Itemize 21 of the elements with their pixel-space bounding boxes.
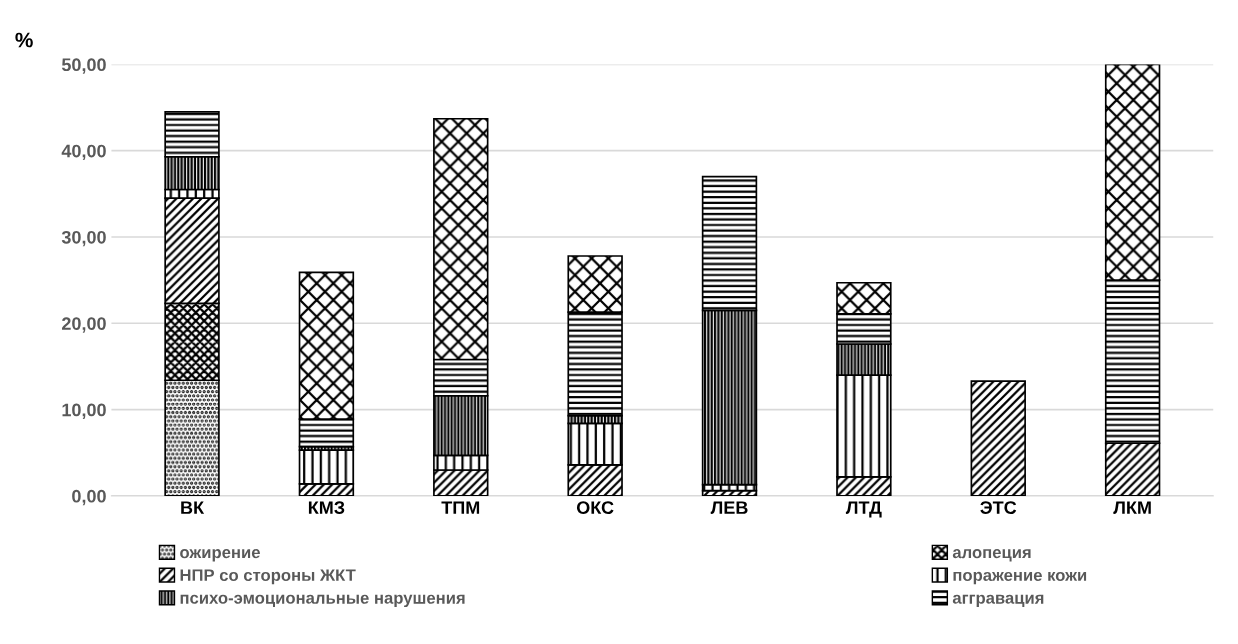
y-tick-label: 30,00 [61, 230, 106, 247]
legend-label: алопеция [952, 549, 1031, 562]
x-tick-label: ЛКМ [1113, 501, 1151, 514]
legend-label: НПР со стороны ЖКТ [180, 569, 356, 585]
y-tick-label: 40,00 [61, 144, 106, 161]
y-tick-label: 10,00 [62, 403, 106, 419]
x-tick-label: ТПМ [441, 501, 480, 514]
x-tick-label: ЛТД [845, 501, 882, 518]
y-tick-label: 0,00 [72, 489, 106, 506]
legend-label: психо-эмоциональные нарушения [180, 594, 465, 608]
y-tick-label: 20,00 [62, 317, 106, 333]
x-tick-label: КМЗ [308, 501, 345, 514]
legend-label: поражение кожи [953, 571, 1087, 585]
x-tick-label: ОКС [576, 501, 614, 514]
x-tick-label: ВК [181, 501, 205, 514]
x-tick-label: ЛЕВ [710, 501, 748, 514]
legend-label: аггравация [952, 594, 1044, 608]
legend-label: ожирение [180, 549, 260, 562]
y-axis-title: % [15, 32, 33, 48]
x-tick-label: ЭТС [980, 501, 1017, 514]
y-tick-label: 50,00 [61, 58, 106, 74]
